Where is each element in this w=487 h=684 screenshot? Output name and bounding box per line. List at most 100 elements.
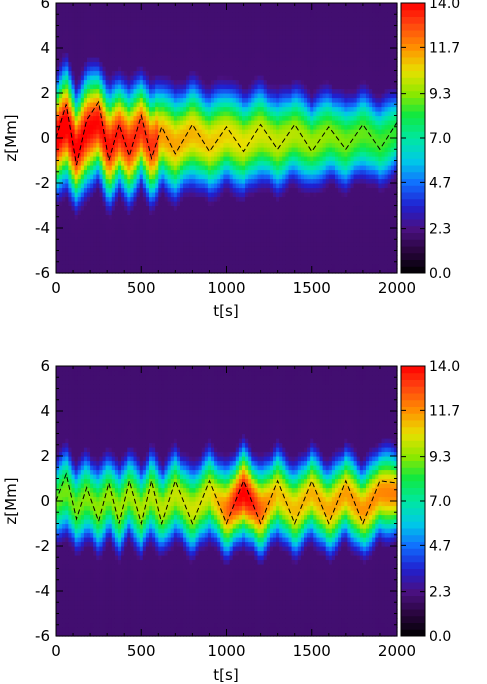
heatmap-cell (217, 48, 221, 54)
heatmap-cell (273, 25, 277, 31)
heatmap-cell (155, 142, 159, 148)
heatmap-cell (83, 30, 88, 36)
heatmap-cell (167, 250, 172, 256)
heatmap-cell (139, 21, 144, 27)
heatmap-cell (282, 250, 286, 256)
heatmap-cell (201, 246, 206, 252)
heatmap-cell (136, 205, 141, 211)
heatmap-cell (170, 61, 175, 67)
heatmap-cell (300, 79, 305, 85)
heatmap-cell (251, 120, 255, 126)
heatmap-cell (111, 187, 116, 193)
heatmap-cell (269, 88, 274, 94)
heatmap-cell (263, 138, 268, 144)
heatmap-cell (108, 183, 113, 189)
heatmap-cell (133, 111, 138, 117)
heatmap-cell (220, 205, 224, 211)
heatmap-cell (242, 241, 246, 247)
heatmap-cell (238, 255, 243, 261)
heatmap-cell (145, 34, 150, 40)
heatmap-cell (68, 259, 73, 265)
heatmap-cell (266, 228, 271, 234)
heatmap-cell (87, 66, 91, 72)
heatmap-cell (161, 34, 166, 40)
heatmap-cell (130, 187, 135, 193)
heatmap-cell (282, 259, 286, 265)
heatmap-cell (198, 30, 203, 36)
heatmap-cell (127, 237, 131, 243)
heatmap-cell (173, 30, 178, 36)
heatmap-cell (142, 151, 147, 157)
heatmap-cell (242, 93, 246, 99)
heatmap-cell (195, 52, 200, 58)
heatmap-cell (111, 79, 116, 85)
heatmap-cell (201, 43, 206, 49)
heatmap-cell (307, 183, 311, 189)
heatmap-cell (65, 97, 69, 103)
heatmap-cell (294, 111, 299, 117)
heatmap-cell (214, 214, 218, 220)
heatmap-cell (217, 52, 221, 58)
heatmap-cell (130, 30, 135, 36)
heatmap-cell (173, 174, 178, 180)
heatmap-cell (211, 210, 215, 216)
heatmap-cell (189, 255, 193, 261)
heatmap-cell (273, 75, 277, 81)
heatmap-cell (111, 61, 116, 67)
heatmap-cell (173, 75, 178, 81)
heatmap-cell (282, 34, 286, 40)
heatmap-cell (105, 228, 110, 234)
heatmap-cell (266, 48, 271, 54)
heatmap-cell (273, 12, 277, 18)
heatmap-cell (288, 259, 293, 265)
heatmap-cell (285, 228, 290, 234)
heatmap-cell (167, 7, 172, 13)
heatmap-cell (257, 102, 262, 108)
heatmap-cell (304, 97, 308, 103)
heatmap-cell (90, 34, 94, 40)
heatmap-cell (139, 48, 144, 54)
heatmap-cell (257, 48, 262, 54)
heatmap-cell (269, 147, 274, 153)
heatmap-cell (201, 7, 206, 13)
heatmap-cell (90, 66, 94, 72)
heatmap-cell (276, 259, 280, 265)
heatmap-cell (149, 160, 153, 166)
heatmap-cell (68, 178, 73, 184)
heatmap-cell (242, 111, 246, 117)
heatmap-cell (74, 84, 79, 90)
heatmap-cell (96, 97, 100, 103)
heatmap-cell (232, 93, 237, 99)
heatmap-cell (254, 223, 259, 229)
heatmap-cell (186, 75, 190, 81)
heatmap-cell (65, 43, 69, 49)
heatmap-cell (180, 30, 184, 36)
heatmap-cell (77, 39, 82, 45)
heatmap-cell (136, 7, 141, 13)
heatmap-cell (127, 232, 131, 238)
heatmap-cell (56, 61, 60, 67)
heatmap-cell (145, 192, 150, 198)
heatmap-cell (96, 264, 100, 270)
heatmap-cell (273, 84, 277, 90)
heatmap-cell (176, 3, 181, 9)
heatmap-cell (170, 75, 175, 81)
heatmap-cell (279, 237, 283, 243)
heatmap-cell (59, 201, 63, 207)
heatmap-cell (127, 57, 131, 63)
heatmap-cell (102, 66, 107, 72)
heatmap-cell (291, 106, 296, 112)
heatmap-cell (149, 138, 153, 144)
heatmap-cell (111, 43, 116, 49)
heatmap-cell (164, 165, 169, 171)
heatmap-cell (121, 25, 125, 31)
heatmap-cell (167, 12, 172, 18)
heatmap-cell (242, 192, 246, 198)
heatmap-cell (121, 57, 125, 63)
heatmap-cell (173, 142, 178, 148)
heatmap-cell (257, 30, 262, 36)
heatmap-cell (279, 183, 283, 189)
heatmap-cell (142, 156, 147, 162)
heatmap-cell (232, 52, 237, 58)
heatmap-cell (155, 201, 159, 207)
